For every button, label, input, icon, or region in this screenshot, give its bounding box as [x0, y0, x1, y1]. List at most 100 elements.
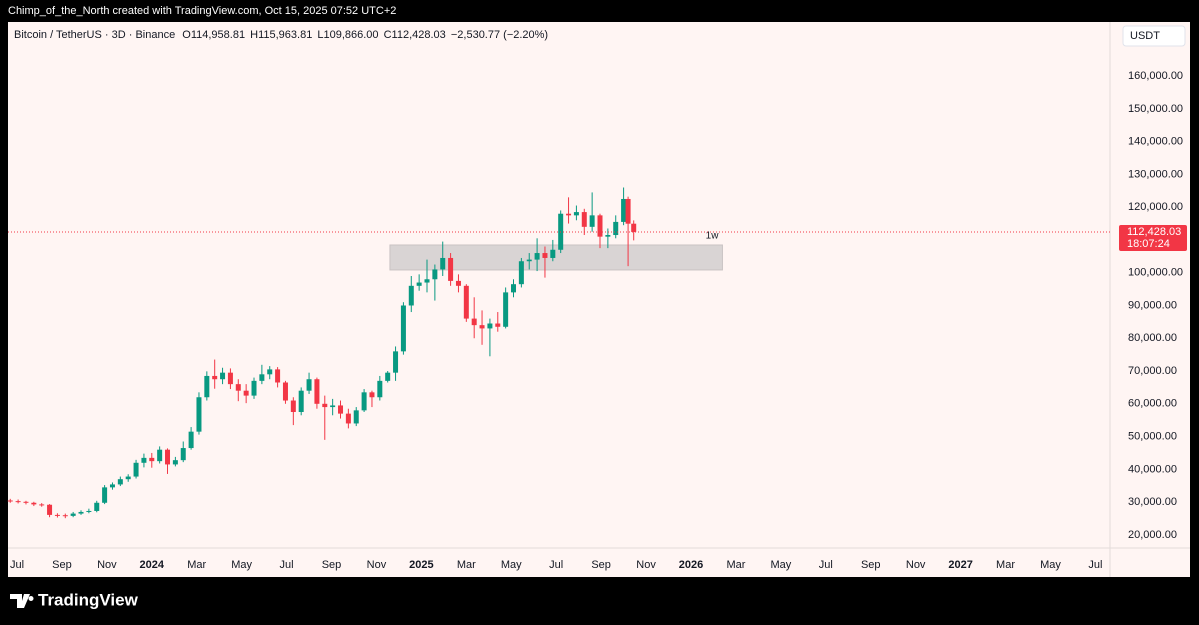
x-tick-label: Sep: [861, 559, 881, 571]
candle-body: [78, 511, 84, 514]
candle-body: [621, 198, 627, 222]
candle-body: [566, 213, 572, 216]
x-tick-label: Jul: [549, 559, 563, 571]
candle-body: [511, 284, 517, 293]
candle-body: [385, 372, 391, 381]
y-tick-label: 40,000.00: [1128, 463, 1177, 475]
candle-body: [47, 504, 53, 515]
x-tick-label: May: [501, 559, 522, 571]
candle-body: [408, 285, 414, 306]
x-tick-label: Mar: [996, 559, 1015, 571]
candle-body: [330, 405, 336, 408]
x-tick-label: Jul: [819, 559, 833, 571]
ohlc-high: H115,963.81: [250, 29, 312, 41]
candle-body: [7, 500, 13, 502]
brand: TradingView: [38, 590, 139, 609]
zone-label: 1w: [706, 231, 720, 242]
candle-body: [54, 514, 60, 516]
candle-body: [70, 513, 76, 516]
y-tick-label: 140,000.00: [1128, 136, 1183, 148]
legend-header: Bitcoin / TetherUS · 3D · Binance O114,9…: [14, 29, 548, 41]
x-tick-label: Nov: [636, 559, 656, 571]
candle-body: [220, 372, 226, 380]
candle-body: [455, 280, 461, 286]
candle-body: [15, 501, 21, 503]
candle-body: [290, 400, 296, 412]
candle-body: [259, 374, 265, 381]
y-tick-label: 60,000.00: [1128, 398, 1177, 410]
candle-body: [573, 212, 579, 216]
x-tick-label: Nov: [97, 559, 117, 571]
candle-body: [613, 221, 619, 236]
candle-body: [31, 502, 37, 505]
y-tick-label: 160,000.00: [1128, 70, 1183, 82]
tv-logo: [10, 594, 34, 608]
credit: Chimp_of_the_North created with TradingV…: [8, 5, 396, 17]
currency: USDT: [1130, 30, 1160, 42]
candle-body: [275, 369, 281, 383]
countdown: 18:07:24: [1127, 238, 1170, 250]
candle-body: [361, 392, 367, 411]
candle-body: [133, 462, 139, 477]
x-tick-label: Sep: [591, 559, 611, 571]
candle-body: [432, 269, 438, 280]
candle-body: [631, 223, 637, 232]
candle-body: [62, 515, 68, 517]
candle-body: [479, 325, 485, 329]
candle-body: [165, 449, 171, 465]
x-tick-label: Mar: [187, 559, 206, 571]
candle-body: [298, 390, 304, 412]
x-tick-label: May: [1040, 559, 1061, 571]
candle-body: [172, 460, 178, 465]
candle-body: [149, 457, 155, 462]
logo-mark: [10, 594, 34, 608]
candle-body: [597, 215, 603, 237]
support-zone: [389, 244, 723, 271]
candle-body: [338, 405, 344, 414]
x-tick-label: Jul: [1088, 559, 1102, 571]
candle-body: [424, 279, 430, 283]
chart-panel: [8, 22, 1190, 577]
candle-body: [102, 487, 108, 503]
x-tick-label: May: [770, 559, 791, 571]
candle-body: [526, 259, 532, 262]
candle-body: [440, 257, 446, 270]
y-tick-label: 50,000.00: [1128, 430, 1177, 442]
symbol: Bitcoin / TetherUS · 3D · Binance: [14, 29, 175, 41]
candle-body: [157, 449, 163, 462]
last-price-box: [1119, 224, 1187, 251]
x-tick-label: Nov: [906, 559, 926, 571]
x-tick-label: Jul: [280, 559, 294, 571]
x-tick-label: Mar: [726, 559, 745, 571]
last-price-label: 112,428.03: [1127, 226, 1181, 238]
candle-body: [518, 261, 524, 285]
y-tick-label: 30,000.00: [1128, 496, 1177, 508]
candle-body: [589, 215, 595, 227]
candle-body: [94, 502, 100, 511]
candle-body: [471, 318, 477, 326]
candle-body: [117, 479, 123, 485]
candle-body: [109, 484, 115, 488]
y-tick-label: 70,000.00: [1128, 365, 1177, 377]
currency-box[interactable]: [1122, 25, 1186, 47]
x-tick-label: 2024: [140, 559, 165, 571]
plot: 1w: [7, 187, 1110, 519]
candle-body: [125, 476, 131, 480]
x-tick-label: 2027: [948, 559, 972, 571]
candle-body: [212, 375, 218, 380]
candle-body: [369, 392, 375, 398]
candle-body: [227, 372, 233, 385]
y-tick-label: 100,000.00: [1128, 267, 1183, 279]
x-tick-label: May: [231, 559, 252, 571]
candle-body: [267, 369, 273, 375]
ohlc-low: L109,866.00: [317, 29, 378, 41]
candle-body: [393, 351, 399, 373]
y-tick-label: 20,000.00: [1128, 529, 1177, 541]
candle-body: [353, 410, 359, 424]
candle-body: [625, 198, 631, 224]
x-tick-label: 2025: [409, 559, 433, 571]
candle-body: [345, 413, 351, 424]
y-tick-label: 90,000.00: [1128, 299, 1177, 311]
